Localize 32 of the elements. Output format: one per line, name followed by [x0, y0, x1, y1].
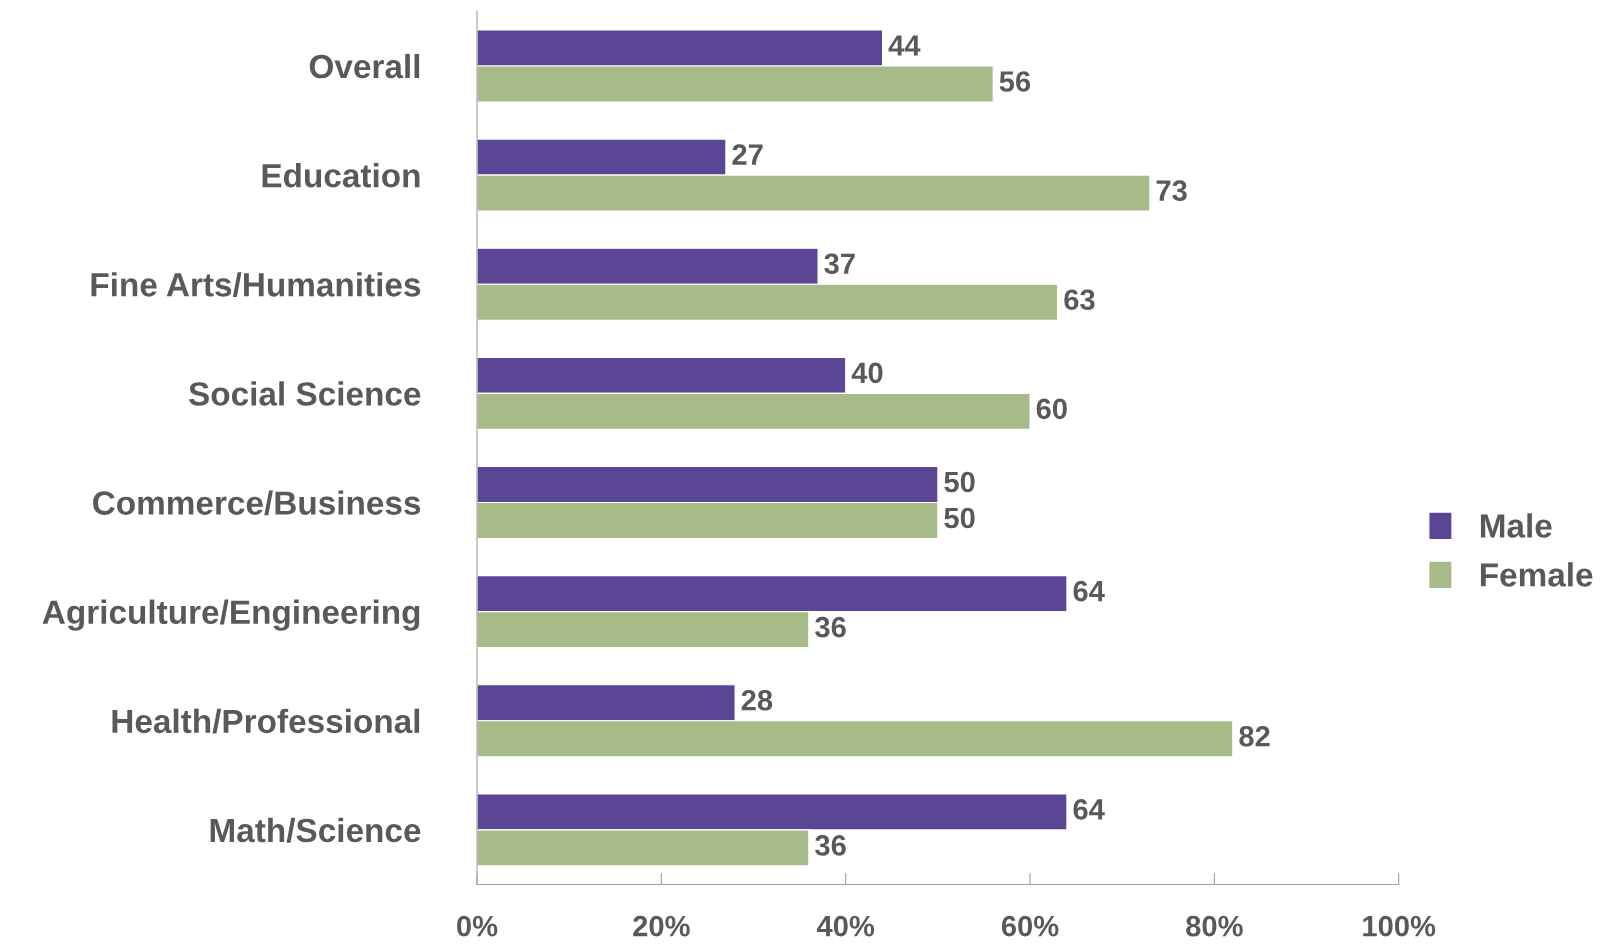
- x-tick-label: 100%: [1363, 915, 1436, 937]
- x-tick-label: 20%: [633, 915, 690, 937]
- y-tick-label: Social Science: [188, 381, 421, 406]
- data-label: 40: [851, 362, 883, 384]
- y-tick-label: Health/Professional: [112, 708, 420, 734]
- y-tick-label: Agriculture/Engineering: [42, 599, 420, 631]
- data-label: 50: [944, 507, 975, 529]
- x-tick-label: 60%: [1001, 915, 1059, 937]
- data-label: 63: [1064, 289, 1095, 311]
- data-label: 50: [944, 471, 975, 493]
- x-tick-label: 80%: [1186, 915, 1243, 937]
- y-tick-label: Education: [262, 163, 420, 188]
- y-tick-label: Fine Arts/Humanities: [91, 272, 421, 297]
- data-label: 27: [732, 144, 763, 165]
- data-label: 36: [815, 835, 846, 856]
- x-tick-label: 0%: [457, 915, 498, 937]
- data-label: 56: [999, 71, 1031, 92]
- data-label: 37: [824, 253, 855, 275]
- y-tick-label: Overall: [309, 53, 420, 79]
- y-tick-label: Commerce/Business: [93, 490, 421, 516]
- x-tick-label: 40%: [816, 915, 875, 937]
- data-label: 44: [888, 35, 921, 56]
- data-label: 82: [1239, 725, 1270, 747]
- data-label: 28: [741, 689, 773, 711]
- data-label: 60: [1036, 398, 1067, 420]
- legend-label: Male: [1480, 513, 1552, 538]
- data-label: 73: [1156, 180, 1187, 201]
- data-label: 64: [1073, 799, 1105, 820]
- y-tick-label: Math/Science: [210, 817, 421, 843]
- data-label: 64: [1073, 580, 1105, 602]
- data-label: 36: [815, 616, 846, 638]
- legend-label: Female: [1480, 562, 1593, 587]
